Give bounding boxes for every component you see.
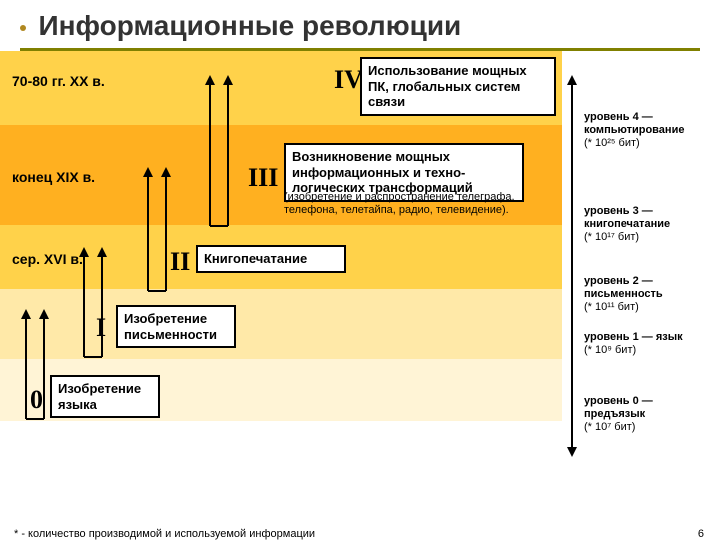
- step-arrow-0: [202, 71, 236, 234]
- roman-0: 0: [30, 385, 43, 415]
- level-label-1: уровень 3 — книгопечатание (* 10¹⁷ бит): [584, 205, 712, 245]
- diagram-area: 70-80 гг. XX в. конец XIX в. сер. XVI в. IV…: [0, 51, 720, 481]
- stage-box-4: Изобретение языка: [50, 375, 160, 418]
- level-label-0: уровень 4 — компьютирование (* 10²⁵ бит): [584, 111, 712, 151]
- date-label-1: конец XIX в.: [12, 169, 95, 185]
- step-arrow-2: [76, 243, 110, 365]
- date-label-0: 70-80 гг. XX в.: [12, 73, 105, 89]
- step-arrow-1: [140, 163, 174, 299]
- level-label-4: уровень 0 — предъязык (* 10⁷ бит): [584, 395, 712, 435]
- page-number: 6: [698, 528, 704, 540]
- stage3-subtext: (изобретение и распространение телеграфа…: [284, 191, 534, 217]
- level-label-3: уровень 1 — язык (* 10⁹ бит): [584, 331, 712, 357]
- roman-III: III: [248, 163, 278, 193]
- stage-box-2: Книгопечатание: [196, 245, 346, 273]
- roman-IV: IV: [334, 65, 363, 95]
- roman-I: I: [96, 313, 106, 343]
- level-arrow: [564, 73, 580, 459]
- stage-box-3: Изобретение письменности: [116, 305, 236, 348]
- level-label-2: уровень 2 — письменность (* 10¹¹ бит): [584, 275, 712, 315]
- footnote: * - количество производимой и используем…: [14, 528, 315, 540]
- band-5: [0, 421, 562, 481]
- date-label-2: сер. XVI в.: [12, 251, 83, 267]
- roman-II: II: [170, 247, 190, 277]
- page-title: Информационные революции: [38, 10, 461, 41]
- title-bullet: [20, 25, 26, 31]
- stage-box-0: Использование мощных ПК, глобальных сист…: [360, 57, 556, 116]
